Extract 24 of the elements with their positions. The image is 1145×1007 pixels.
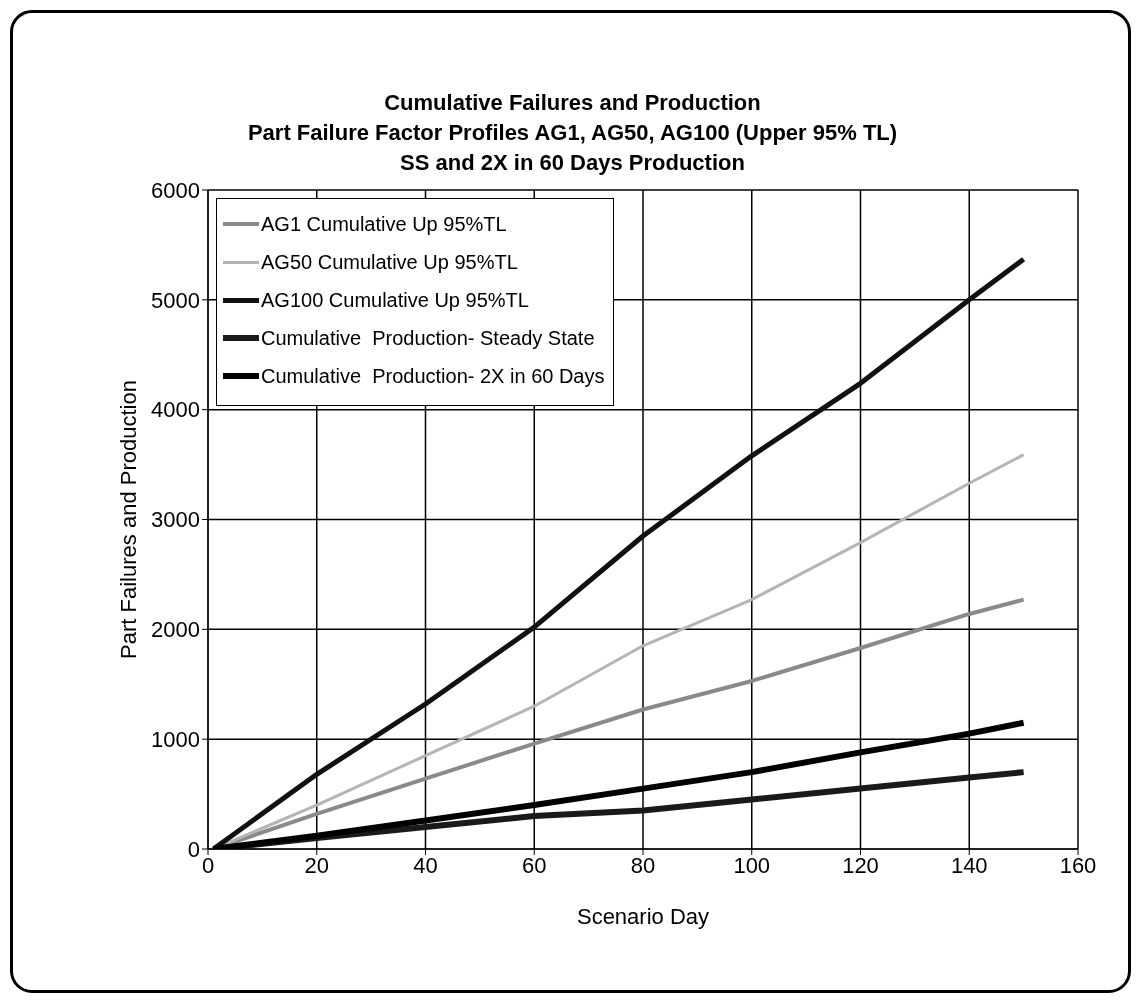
- y-tick-label: 2000: [151, 617, 200, 643]
- y-tick-label: 6000: [151, 177, 200, 203]
- x-tick-label: 120: [842, 852, 879, 878]
- x-tick-label: 40: [413, 852, 438, 878]
- legend-label: Cumulative Production- Steady State: [261, 326, 595, 351]
- x-tick-label: 60: [522, 852, 547, 878]
- y-tick-label: 0: [187, 836, 200, 862]
- legend-label: AG1 Cumulative Up 95%TL: [261, 212, 507, 237]
- x-tick-label: 140: [950, 852, 988, 878]
- y-axis-title: Part Failures and Production: [115, 380, 141, 659]
- chart-title: Cumulative Failures and Production: [383, 89, 762, 117]
- x-tick-label: 160: [1059, 852, 1097, 878]
- x-tick-label: 80: [630, 852, 656, 878]
- y-tick-label: 3000: [151, 507, 200, 533]
- legend-label: Cumulative Production- 2X in 60 Days: [261, 364, 605, 389]
- y-tick-label: 5000: [151, 287, 200, 313]
- x-axis-title: Scenario Day: [576, 904, 710, 929]
- legend-label: AG50 Cumulative Up 95%TL: [261, 250, 518, 275]
- legend-label: AG100 Cumulative Up 95%TL: [261, 288, 529, 313]
- y-tick-label: 1000: [151, 726, 200, 752]
- x-tick-label: 20: [304, 852, 329, 878]
- chart-subtitle: Part Failure Factor Profiles AG1, AG50, AG100 (Upper 95% TL) SS and 2X in 60 Days Production: [246, 119, 899, 177]
- x-tick-label: 100: [733, 852, 771, 878]
- y-tick-label: 4000: [151, 397, 200, 423]
